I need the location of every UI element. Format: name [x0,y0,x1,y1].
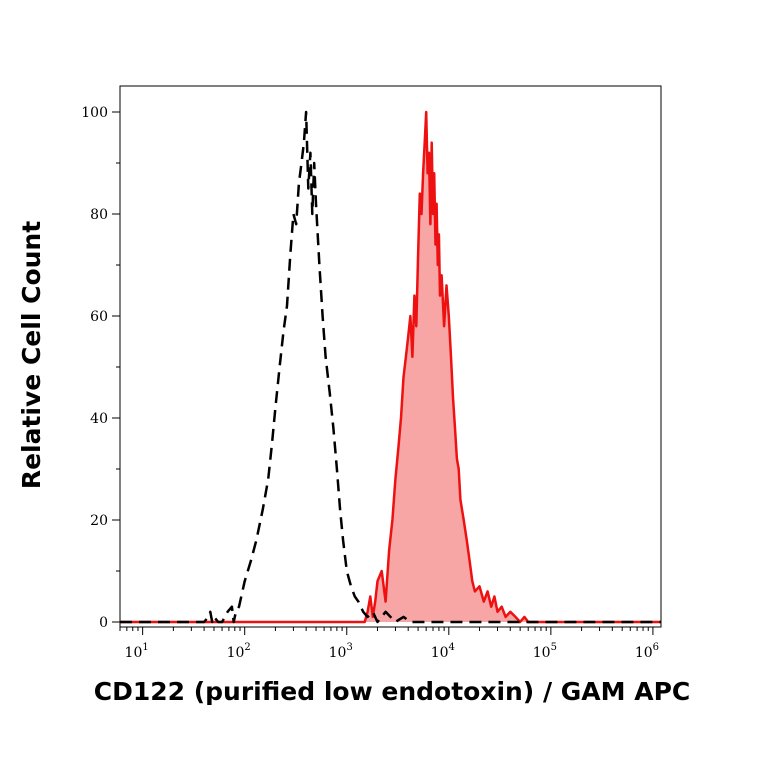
x-axis-title: CD122 (purified low endotoxin) / GAM APC [94,677,691,706]
plot-frame [119,85,662,628]
y-axis: 0 20 40 60 80 100 [81,105,120,631]
x-tick-label: 106 [635,642,659,661]
y-axis-title: Relative Cell Count [17,221,46,489]
x-tick-label: 105 [533,642,557,661]
x-axis: 101 102 103 104 105 106 [119,627,659,661]
red-histogram-line [120,110,661,624]
control-histogram-dashed-line [120,110,661,624]
x-tick-label: 104 [431,642,455,661]
y-tick-label: 40 [90,411,108,427]
y-tick-label: 0 [99,615,108,631]
x-tick-label: 101 [125,642,149,661]
series-layer [120,110,661,624]
x-tick-label: 103 [329,642,353,661]
y-tick-label: 100 [81,105,108,121]
x-tick-label: 102 [227,642,251,661]
y-tick-label: 80 [90,207,108,223]
y-tick-label: 20 [90,513,108,529]
y-tick-label: 60 [90,309,108,325]
